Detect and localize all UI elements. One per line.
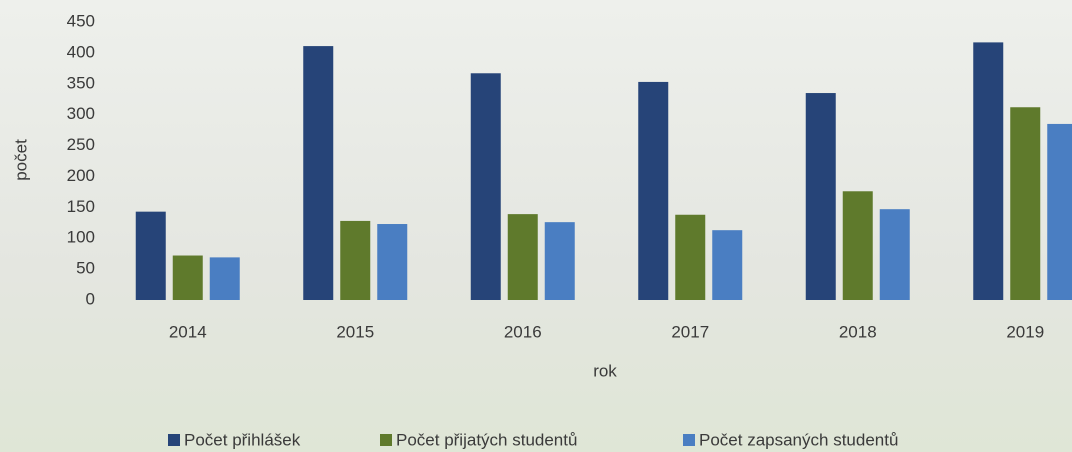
bar xyxy=(973,42,1004,301)
x-tick-label: 2016 xyxy=(504,322,542,341)
legend-swatch xyxy=(380,434,392,446)
x-axis-title: rok xyxy=(593,361,617,380)
bar xyxy=(1047,123,1072,300)
bar xyxy=(1010,107,1041,301)
y-tick-label: 100 xyxy=(67,228,95,247)
legend-label: Počet přihlášek xyxy=(184,430,301,449)
y-tick-label: 150 xyxy=(67,197,95,216)
x-tick-label: 2017 xyxy=(671,322,709,341)
bar xyxy=(805,93,836,301)
x-tick-label: 2014 xyxy=(169,322,207,341)
x-tick-label: 2015 xyxy=(336,322,374,341)
legend-label: Počet přijatých studentů xyxy=(396,430,577,449)
bar xyxy=(638,81,669,301)
legend-swatch xyxy=(168,434,180,446)
bar xyxy=(842,191,873,300)
bar xyxy=(470,73,501,300)
y-tick-label: 300 xyxy=(67,104,95,123)
y-tick-label: 350 xyxy=(67,73,95,92)
legend-swatch xyxy=(683,434,695,446)
bar xyxy=(544,222,575,300)
bar xyxy=(507,214,538,300)
y-tick-label: 450 xyxy=(67,11,95,30)
y-tick-label: 0 xyxy=(86,289,95,308)
bar xyxy=(712,230,743,300)
legend-label: Počet zapsaných studentů xyxy=(699,430,898,449)
x-tick-label: 2018 xyxy=(839,322,877,341)
bar xyxy=(303,46,334,300)
y-tick-label: 400 xyxy=(67,42,95,61)
y-axis-title: počet xyxy=(11,139,30,181)
y-tick-label: 250 xyxy=(67,135,95,154)
bar xyxy=(135,211,166,300)
x-tick-label: 2019 xyxy=(1006,322,1044,341)
bar xyxy=(675,214,706,300)
y-tick-label: 50 xyxy=(76,259,95,278)
bar xyxy=(879,209,910,300)
bar xyxy=(172,255,203,300)
y-tick-label: 200 xyxy=(67,166,95,185)
bar xyxy=(377,224,408,300)
bar xyxy=(340,220,371,300)
bar xyxy=(209,257,240,300)
